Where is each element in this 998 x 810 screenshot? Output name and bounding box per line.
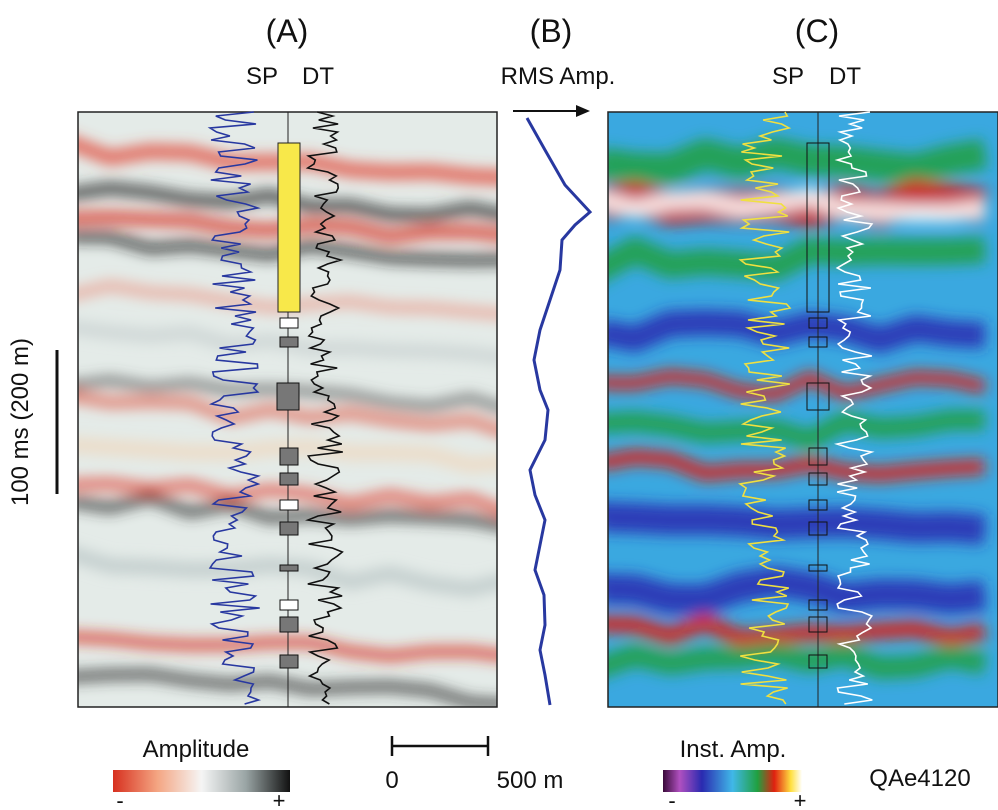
well-box <box>808 616 828 633</box>
well-box <box>279 472 299 486</box>
curve-label: RMS Amp. <box>501 63 616 90</box>
well-box <box>279 499 299 511</box>
log-label: DT <box>302 63 334 90</box>
well-box <box>808 599 828 611</box>
attribute-band <box>608 309 986 354</box>
reflector <box>78 138 497 185</box>
reflector <box>78 438 497 473</box>
well-box <box>279 317 299 329</box>
reflector <box>78 391 497 435</box>
colorbar-title: Inst. Amp. <box>680 736 787 763</box>
well-box <box>808 564 828 572</box>
reflector <box>78 632 497 662</box>
attribute-band <box>608 137 988 185</box>
reflector <box>78 211 497 243</box>
well-box <box>279 447 299 466</box>
figure-id: QAe4120 <box>869 765 970 792</box>
attribute-section-c <box>608 112 998 707</box>
well-box <box>279 564 299 572</box>
log-label: SP <box>246 63 278 90</box>
attribute-band <box>608 410 986 451</box>
well-box <box>808 472 828 486</box>
colorbar-max: + <box>273 788 286 810</box>
well-box <box>279 521 299 536</box>
well-box <box>806 382 830 411</box>
sp-log <box>207 111 262 705</box>
reflector <box>78 669 497 707</box>
colorbar-min: - <box>116 788 123 810</box>
well-box <box>279 599 299 611</box>
colorbar-max: + <box>794 788 807 810</box>
panel-label: (A) <box>266 13 309 49</box>
attribute-band <box>608 566 987 615</box>
log-label: DT <box>829 63 861 90</box>
well-box <box>808 654 828 669</box>
colorbar-title: Amplitude <box>143 736 250 763</box>
scale-label: 100 ms (200 m) <box>7 338 34 506</box>
reflector <box>78 478 497 515</box>
colorbar <box>663 770 802 792</box>
reflector <box>78 182 497 222</box>
attribute-band <box>608 502 987 545</box>
panel-label: (B) <box>530 13 573 49</box>
well-box <box>279 616 299 633</box>
attribute-band <box>608 642 988 680</box>
colorbar-min: - <box>668 788 675 810</box>
reflector <box>78 548 497 597</box>
scale-end: 500 m <box>497 767 564 794</box>
log-label: SP <box>772 63 804 90</box>
sp-log <box>737 111 792 705</box>
reflector <box>78 322 497 363</box>
dt-log <box>833 111 875 705</box>
attribute-bands <box>608 137 988 680</box>
reflector <box>78 280 497 319</box>
well-box <box>808 317 828 329</box>
reflectors <box>78 138 497 707</box>
attribute-band <box>608 369 987 402</box>
well-box <box>276 382 300 411</box>
attribute-band <box>608 236 986 282</box>
reflector <box>78 231 497 266</box>
well-box <box>279 336 299 348</box>
well-box <box>808 499 828 511</box>
reflector <box>78 492 497 530</box>
panel-label: (C) <box>795 13 839 49</box>
attribute-band <box>608 612 987 648</box>
scale-start: 0 <box>385 767 398 794</box>
well-box <box>279 654 299 669</box>
well-box <box>808 521 828 536</box>
attribute-band <box>608 448 986 483</box>
well-box <box>808 336 828 348</box>
reflector <box>78 376 497 411</box>
arrow-head <box>576 105 590 117</box>
colorbar <box>113 770 290 792</box>
rms-amplitude-curve <box>525 117 593 706</box>
dt-log <box>304 111 344 705</box>
well-a <box>276 112 301 707</box>
well-box <box>808 447 828 466</box>
panel-frame <box>607 111 998 708</box>
well-c <box>806 112 830 707</box>
